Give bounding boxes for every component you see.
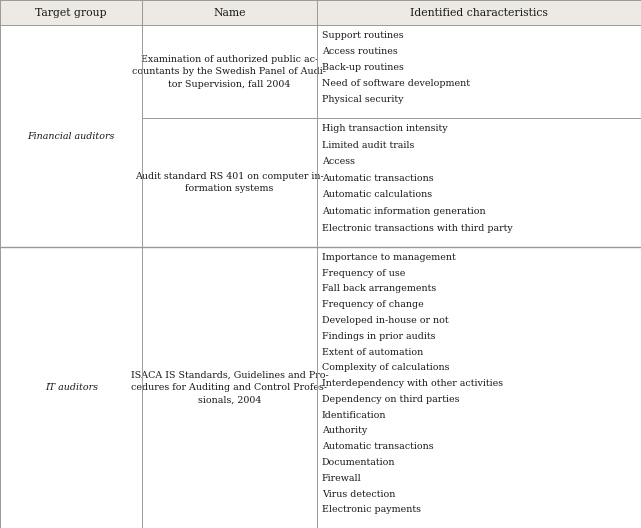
- Text: Fall back arrangements: Fall back arrangements: [322, 285, 436, 294]
- Text: Frequency of use: Frequency of use: [322, 269, 405, 278]
- Text: Automatic calculations: Automatic calculations: [322, 191, 432, 200]
- Text: Developed in-house or not: Developed in-house or not: [322, 316, 449, 325]
- Text: Target group: Target group: [35, 8, 107, 17]
- Text: Limited audit trails: Limited audit trails: [322, 140, 414, 149]
- Text: Electronic payments: Electronic payments: [322, 505, 420, 514]
- Text: Automatic transactions: Automatic transactions: [322, 442, 433, 451]
- Text: Complexity of calculations: Complexity of calculations: [322, 363, 449, 372]
- Text: Access: Access: [322, 157, 354, 166]
- Text: Audit standard RS 401 on computer in-
formation systems: Audit standard RS 401 on computer in- fo…: [135, 172, 324, 193]
- Text: IT auditors: IT auditors: [45, 383, 97, 392]
- Text: Back-up routines: Back-up routines: [322, 63, 404, 72]
- Text: High transaction intensity: High transaction intensity: [322, 124, 447, 133]
- Text: Identified characteristics: Identified characteristics: [410, 8, 548, 17]
- Text: Interdependency with other activities: Interdependency with other activities: [322, 379, 503, 388]
- Text: Automatic information generation: Automatic information generation: [322, 207, 485, 216]
- Text: Electronic transactions with third party: Electronic transactions with third party: [322, 223, 513, 232]
- Text: Identification: Identification: [322, 411, 387, 420]
- Text: Examination of authorized public ac-
countants by the Swedish Panel of Audi-
tor: Examination of authorized public ac- cou…: [133, 54, 326, 89]
- Text: Support routines: Support routines: [322, 31, 403, 40]
- Text: ISACA IS Standards, Guidelines and Pro-
cedures for Auditing and Control Profes-: ISACA IS Standards, Guidelines and Pro- …: [131, 371, 328, 404]
- Text: Financial auditors: Financial auditors: [28, 131, 115, 141]
- Text: Dependency on third parties: Dependency on third parties: [322, 395, 460, 404]
- Text: Findings in prior audits: Findings in prior audits: [322, 332, 435, 341]
- Text: Extent of automation: Extent of automation: [322, 347, 423, 356]
- Text: Virus detection: Virus detection: [322, 489, 395, 498]
- Text: Importance to management: Importance to management: [322, 253, 456, 262]
- Bar: [0, 0, 641, 25]
- Text: Automatic transactions: Automatic transactions: [322, 174, 433, 183]
- Text: Physical security: Physical security: [322, 95, 403, 104]
- Text: Need of software development: Need of software development: [322, 79, 470, 88]
- Text: Access routines: Access routines: [322, 47, 397, 56]
- Text: Documentation: Documentation: [322, 458, 395, 467]
- Text: Name: Name: [213, 8, 246, 17]
- Text: Authority: Authority: [322, 427, 367, 436]
- Text: Firewall: Firewall: [322, 474, 362, 483]
- Text: Frequency of change: Frequency of change: [322, 300, 424, 309]
